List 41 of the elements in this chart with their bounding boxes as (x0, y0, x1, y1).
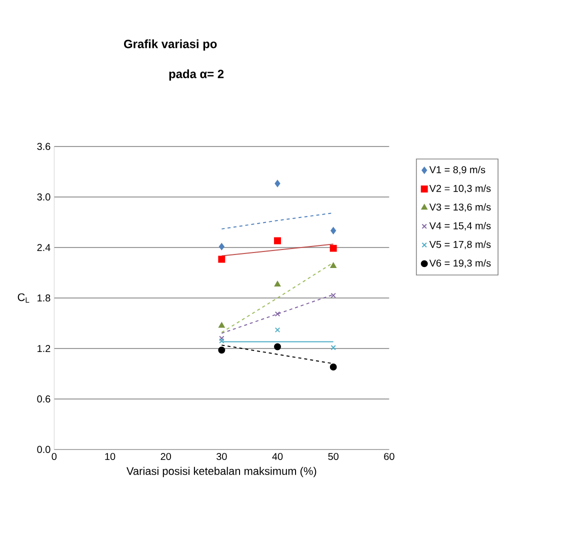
y-tick-label: 1.8 (38, 294, 50, 302)
x-axis-title: Variasi posisi ketebalan maksimum (%) (126, 466, 316, 478)
point (218, 322, 225, 328)
point (219, 336, 224, 341)
point (218, 346, 226, 354)
point (330, 244, 337, 252)
legend-label: V3 = 13,6 m/s (429, 203, 491, 212)
x-tick-label: 10 (105, 452, 116, 460)
y-tick-label: 0.0 (37, 446, 50, 453)
x-tick-label: 40 (272, 452, 283, 460)
y-tick-label: 3.6 (37, 142, 50, 150)
point (330, 262, 336, 268)
point (330, 292, 336, 298)
point (218, 243, 224, 250)
point (218, 256, 226, 263)
y-tick-label: 2.4 (37, 244, 50, 251)
legend-label: V1 = 8,9 m/s (429, 166, 486, 174)
y-tick-label: 1.2 (38, 344, 50, 352)
point (274, 327, 280, 333)
legend-label: V6 = 19,3 m/s (429, 259, 491, 268)
point (330, 227, 336, 234)
legend-label: V5 = 17,8 m/s (429, 240, 491, 250)
y-axis-title: C$_{L}$ (18, 293, 30, 303)
chart-title: Grafik variasi po (124, 39, 217, 51)
point (274, 281, 281, 286)
x-tick-label: 20 (160, 452, 171, 460)
y-tick-label: 3.0 (37, 193, 50, 200)
legend-label: V4 = 15,4 m/s (429, 222, 491, 230)
y-tick-label: 0.6 (37, 395, 50, 402)
point (274, 311, 280, 317)
x-tick-label: 50 (328, 452, 338, 460)
point (330, 363, 337, 370)
x-tick-label: 30 (216, 452, 227, 460)
x-tick-label: 0 (52, 452, 57, 460)
x-tick-label: 60 (384, 452, 394, 460)
point (274, 237, 281, 244)
point (274, 343, 281, 350)
point (274, 180, 280, 187)
point (330, 345, 336, 350)
chart-subtitle: pada α= 2 (169, 69, 224, 81)
legend-label: V2 = 10,3 m/s (429, 184, 491, 194)
